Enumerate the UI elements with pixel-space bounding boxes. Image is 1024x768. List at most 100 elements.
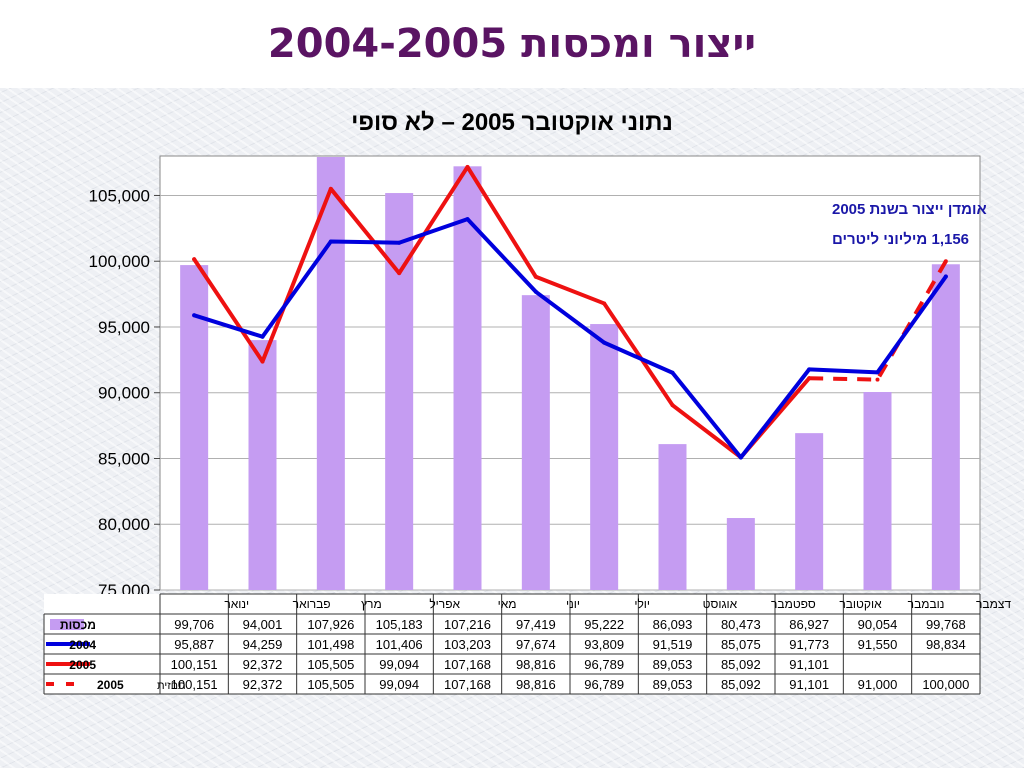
series-2004-line-point-5	[465, 217, 470, 222]
series-2004-line-point-8	[670, 370, 675, 375]
data-label: 98,816	[516, 677, 556, 692]
bar-2	[248, 340, 277, 590]
series-2005-line-point-2	[260, 359, 265, 364]
data-label: 99,768	[926, 617, 966, 632]
data-label: 95,887	[174, 637, 214, 652]
y-tick-label: 100,000	[89, 252, 150, 271]
data-label: 86,927	[789, 617, 829, 632]
data-label: 107,216	[444, 617, 491, 632]
bar-6	[521, 295, 550, 590]
series-2005-line-point-10	[807, 376, 812, 381]
data-table	[44, 594, 980, 694]
data-label: 101,406	[376, 637, 423, 652]
category-label-6: יוני	[566, 597, 580, 611]
legend-prefix-forecast: תחזית	[157, 680, 186, 692]
category-label-12: דצמבר	[976, 597, 1011, 611]
category-label-11: נובמבר	[908, 597, 945, 611]
series-2005-line-point-7	[602, 301, 607, 306]
legend-name-2: 2005	[69, 658, 96, 672]
bar-3	[316, 156, 345, 590]
data-label: 98,834	[926, 637, 966, 652]
series-2004-line-point-10	[807, 367, 812, 372]
bar-5	[453, 166, 482, 590]
data-label: 107,168	[444, 657, 491, 672]
series-2004-line	[192, 217, 948, 460]
legend-name-1: 2004	[69, 638, 96, 652]
series-2004-line-point-7	[602, 340, 607, 345]
bar-12	[931, 264, 960, 590]
data-label: 105,183	[376, 617, 423, 632]
data-label: 92,372	[243, 677, 283, 692]
y-tick-label: 85,000	[98, 449, 150, 468]
data-label: 97,674	[516, 637, 556, 652]
category-label-10: אוקטובר	[839, 597, 882, 611]
data-label: 94,001	[243, 617, 283, 632]
bar-9	[726, 518, 755, 590]
data-label: 97,419	[516, 617, 556, 632]
data-label: 92,372	[243, 657, 283, 672]
data-label: 80,473	[721, 617, 761, 632]
y-tick-label: 105,000	[89, 186, 150, 205]
data-label: 99,706	[174, 617, 214, 632]
series-2005-line-point-3	[328, 186, 333, 191]
category-label-8: אוגוסט	[703, 597, 738, 611]
legend-name-0: מכסות	[60, 618, 96, 632]
series-2004-line-point-3	[328, 239, 333, 244]
data-label: 107,926	[307, 617, 354, 632]
bar-10	[795, 433, 824, 590]
y-tick-label: 90,000	[98, 384, 150, 403]
data-label: 101,498	[307, 637, 354, 652]
data-label: 91,773	[789, 637, 829, 652]
data-label: 100,151	[171, 677, 218, 692]
data-label: 85,092	[721, 657, 761, 672]
annotation-line-2: 1,156 מיליוני ליטרים	[832, 231, 969, 248]
data-label: 91,519	[653, 637, 693, 652]
data-label: 99,094	[379, 657, 419, 672]
data-label: 98,816	[516, 657, 556, 672]
category-label-9: ספטמבר	[771, 597, 816, 611]
data-label: 96,789	[584, 677, 624, 692]
data-label: 91,000	[858, 677, 898, 692]
series-2004-line-point-4	[397, 240, 402, 245]
data-label: 91,550	[858, 637, 898, 652]
series-2005-line-point-4	[397, 271, 402, 276]
page-title: ייצור ומכסות 2004-2005	[267, 21, 757, 67]
data-label: 100,000	[922, 677, 969, 692]
series-2004-line-point-1	[192, 313, 197, 318]
series-2004-line-point-6	[533, 289, 538, 294]
series-2005-line-point-5	[465, 164, 470, 169]
series-2004-line-point-12	[943, 274, 948, 279]
series-2004-line-point-2	[260, 334, 265, 339]
series-2005-line-point-8	[670, 403, 675, 408]
data-label: 86,093	[653, 617, 693, 632]
plot-area	[159, 155, 981, 591]
bar-8	[658, 444, 687, 590]
category-label-2: פברואר	[293, 597, 331, 611]
series-2005-line	[192, 164, 812, 460]
category-label-3: מרץ	[361, 597, 382, 611]
data-label: 90,054	[858, 617, 898, 632]
data-label: 89,053	[653, 677, 693, 692]
bar-11	[863, 392, 892, 590]
annotation-line-1: אומדן ייצור בשנת 2005	[832, 201, 987, 218]
series-2004-line-point-11	[875, 370, 880, 375]
category-label-1: ינואר	[224, 597, 249, 611]
data-label: 103,203	[444, 637, 491, 652]
series-2004-line-point-9	[738, 455, 743, 460]
data-label: 91,101	[789, 657, 829, 672]
data-label: 91,101	[789, 677, 829, 692]
data-label: 99,094	[379, 677, 419, 692]
data-label: 85,092	[721, 677, 761, 692]
bar-4	[385, 193, 414, 590]
y-tick-label: 80,000	[98, 515, 150, 534]
series-2005-line-point-1	[192, 257, 197, 262]
series-2005-line-point-6	[533, 274, 538, 279]
category-label-5: מאי	[498, 597, 517, 611]
legend-name-forecast: 2005	[97, 678, 124, 692]
data-label: 85,075	[721, 637, 761, 652]
series-2005-forecast-point-12	[943, 259, 948, 264]
data-label: 96,789	[584, 657, 624, 672]
chart-title: נתוני אוקטובר 2005 – לא סופי	[351, 109, 673, 136]
category-label-7: יולי	[634, 597, 650, 611]
